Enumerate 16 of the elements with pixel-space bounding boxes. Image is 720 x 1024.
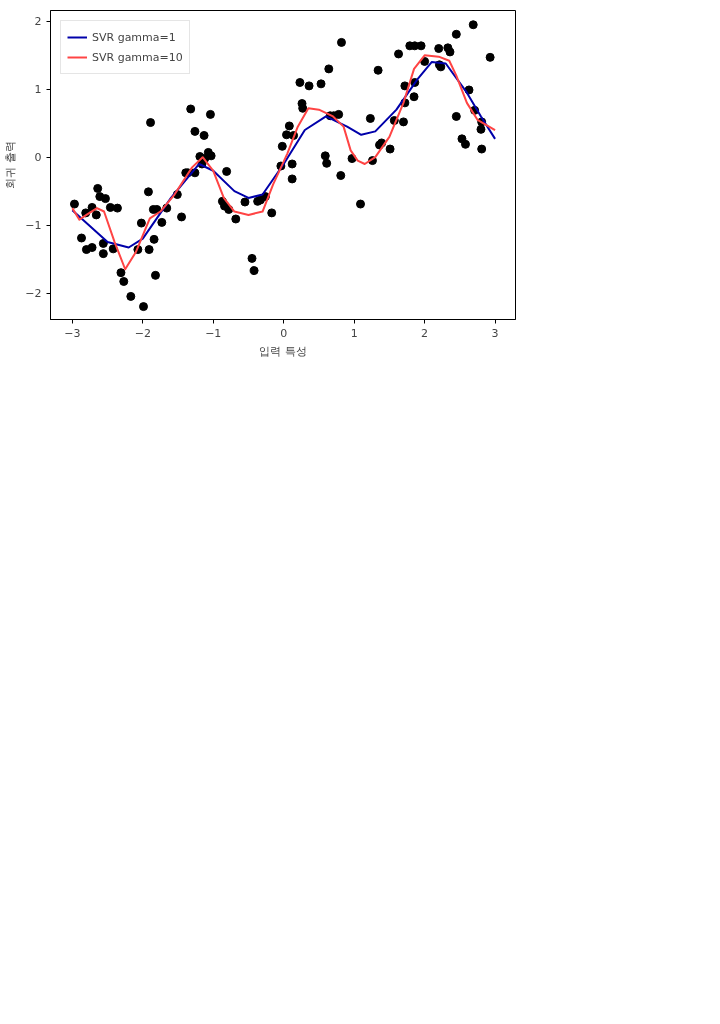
y-axis-title: 회귀 출력 (4, 141, 18, 189)
x-tick-label: −2 (134, 326, 151, 340)
y-tick-label: −2 (25, 287, 42, 301)
legend-label: SVR gamma=10 (92, 50, 183, 64)
y-tick-label: 2 (34, 15, 42, 29)
x-tick-label: 3 (491, 326, 499, 340)
x-tick-label: 2 (421, 326, 429, 340)
x-tick-label: 1 (350, 326, 358, 340)
x-tick-label: 0 (280, 326, 288, 340)
y-tick-label: −1 (25, 219, 42, 233)
x-tick-label: −1 (205, 326, 222, 340)
x-tick-label: −3 (64, 326, 81, 340)
y-tick-label: 1 (34, 83, 42, 97)
y-tick-label: 0 (34, 151, 42, 165)
legend-label: SVR gamma=1 (92, 30, 176, 44)
x-axis-title: 입력 특성 (259, 344, 307, 358)
